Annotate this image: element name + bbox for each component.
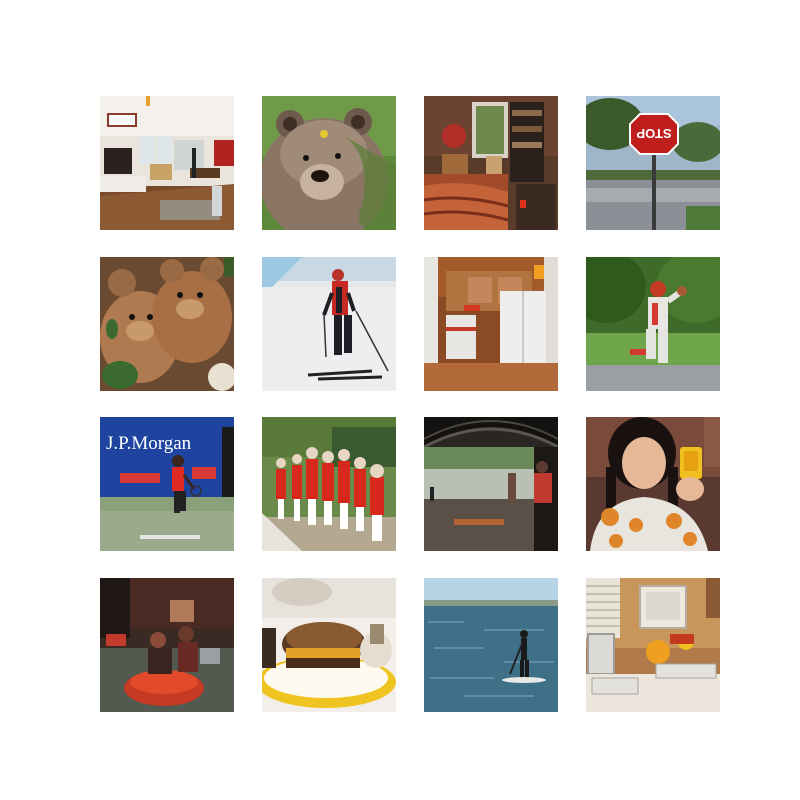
image-grid: STOP: [100, 96, 720, 712]
under-bridge-photo: [424, 417, 558, 551]
skier-photo: [262, 257, 396, 391]
kitchen-photo: [424, 257, 558, 391]
stop-sign-photo: STOP: [586, 96, 720, 230]
bumper-car-photo: [100, 578, 234, 712]
woman-with-phone-photo: [586, 417, 720, 551]
bedroom-photo: [424, 96, 558, 230]
brown-bear-photo: [262, 96, 396, 230]
teddy-bears-photo: [100, 257, 234, 391]
tennis-player-photo: J.P.Morgan: [100, 417, 234, 551]
group-of-children-photo: [262, 417, 396, 551]
sponsor-text: J.P.Morgan: [106, 433, 192, 454]
stop-sign-text: STOP: [636, 126, 671, 141]
paddleboarder-photo: [424, 578, 558, 712]
computer-desk-photo: [586, 578, 720, 712]
baseball-player-photo: [586, 257, 720, 391]
sandwich-photo: [262, 578, 396, 712]
living-room-photo: [100, 96, 234, 230]
